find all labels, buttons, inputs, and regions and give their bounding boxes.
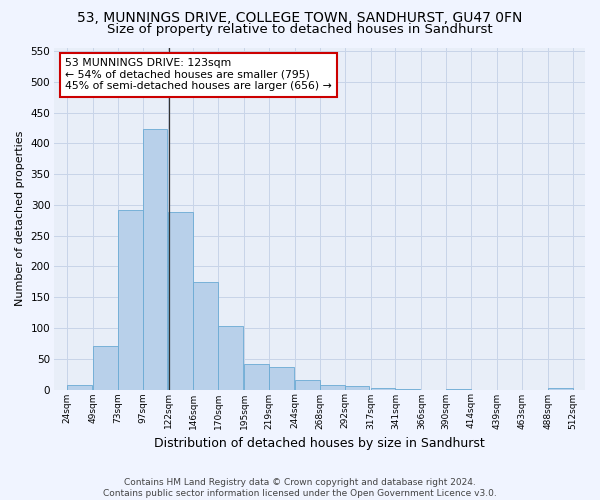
Bar [93, 346, 118, 390]
Text: 53, MUNNINGS DRIVE, COLLEGE TOWN, SANDHURST, GU47 0FN: 53, MUNNINGS DRIVE, COLLEGE TOWN, SANDHU… [77, 11, 523, 25]
Bar [344, 386, 370, 390]
Bar [320, 385, 344, 390]
Bar [295, 380, 320, 390]
Bar [244, 364, 269, 390]
Bar [446, 389, 471, 390]
Bar [269, 366, 294, 390]
Bar [143, 128, 167, 390]
Text: Contains HM Land Registry data © Crown copyright and database right 2024.
Contai: Contains HM Land Registry data © Crown c… [103, 478, 497, 498]
Text: Size of property relative to detached houses in Sandhurst: Size of property relative to detached ho… [107, 22, 493, 36]
Bar [371, 388, 395, 390]
X-axis label: Distribution of detached houses by size in Sandhurst: Distribution of detached houses by size … [154, 437, 485, 450]
Bar [218, 326, 243, 390]
Y-axis label: Number of detached properties: Number of detached properties [15, 131, 25, 306]
Bar [548, 388, 572, 390]
Bar [169, 212, 193, 390]
Bar [67, 384, 92, 390]
Bar [118, 210, 143, 390]
Bar [193, 282, 218, 390]
Bar [395, 389, 420, 390]
Text: 53 MUNNINGS DRIVE: 123sqm
← 54% of detached houses are smaller (795)
45% of semi: 53 MUNNINGS DRIVE: 123sqm ← 54% of detac… [65, 58, 332, 92]
